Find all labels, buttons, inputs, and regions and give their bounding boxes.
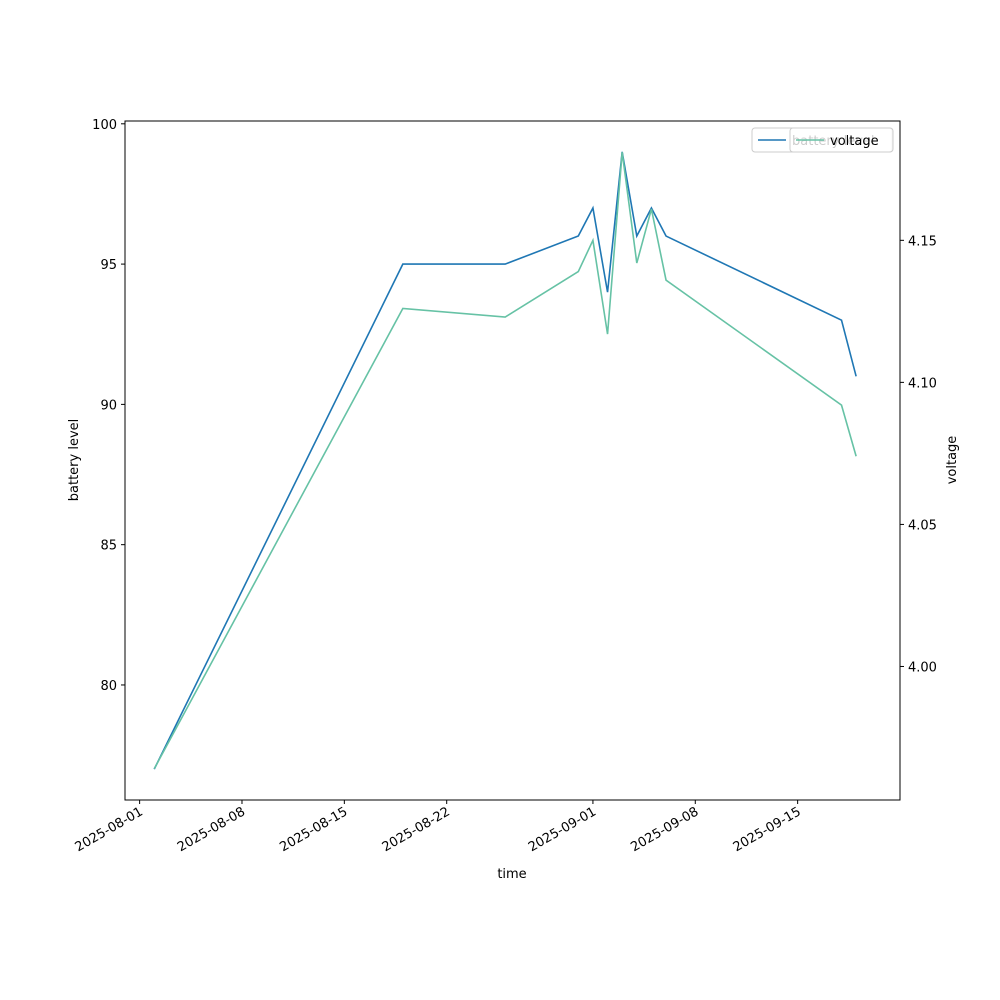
y2-axis-label: voltage [945, 436, 960, 485]
series-line [153, 152, 857, 770]
x-tick-label: 2025-08-08 [175, 804, 248, 855]
x-tick-label: 2025-09-08 [628, 804, 701, 855]
y-tick-label: 90 [100, 398, 117, 413]
x-tick-label: 2025-09-01 [526, 804, 599, 855]
legend-box [789, 127, 894, 153]
y2-tick-label: 4.10 [908, 376, 937, 391]
legend-label: voltage [830, 134, 879, 149]
y-tick-label: 85 [100, 539, 117, 554]
y-axis-label: battery level [67, 419, 82, 502]
y-tick-label: 95 [100, 258, 117, 273]
y2-tick-label: 4.00 [908, 660, 937, 675]
x-axis-label: time [497, 867, 526, 882]
y2-tick-label: 4.05 [908, 518, 937, 533]
x-tick-label: 2025-08-01 [73, 804, 146, 855]
plot-frame [124, 120, 901, 801]
x-tick-label: 2025-08-15 [277, 804, 350, 855]
x-tick-label: 2025-09-15 [731, 804, 804, 855]
x-tick-label: 2025-08-22 [380, 804, 453, 855]
series-line [153, 151, 857, 770]
y2-tick-label: 4.15 [908, 234, 937, 249]
y-tick-label: 80 [100, 679, 117, 694]
y-tick-label: 100 [92, 118, 117, 133]
